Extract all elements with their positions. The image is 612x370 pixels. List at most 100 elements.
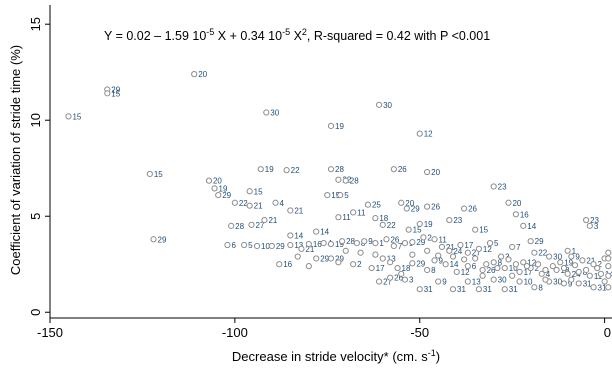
point-label: 8: [498, 258, 503, 267]
point-label: 12: [461, 268, 470, 277]
data-point: [401, 240, 409, 247]
data-point: [224, 241, 231, 249]
point-label: 2: [535, 264, 540, 273]
data-point: [261, 216, 268, 224]
data-point: [368, 264, 375, 272]
point-label: 19: [265, 165, 274, 174]
data-point: [512, 261, 519, 268]
point-label: 18: [402, 264, 411, 273]
point-label: 8: [538, 283, 543, 292]
data-point: [501, 264, 508, 272]
data-point: [420, 234, 427, 241]
point-label: 27: [256, 221, 265, 230]
y-tick-label: 15: [28, 17, 43, 31]
data-point: [375, 101, 383, 108]
point-label: 10: [261, 242, 270, 251]
point-label: 1: [572, 247, 577, 256]
y-tick-label: 5: [28, 213, 43, 220]
point-label: 26: [487, 266, 496, 275]
point-label: 16: [283, 260, 292, 269]
point-label: 9: [439, 256, 444, 265]
data-point: [338, 238, 346, 245]
data-point: [372, 240, 379, 247]
data-point: [531, 249, 538, 256]
point-label: 22: [538, 249, 547, 258]
point-label: 31: [457, 285, 466, 294]
data-point: [590, 261, 597, 268]
data-point: [104, 90, 111, 97]
data-point: [605, 272, 612, 279]
point-label: 29: [535, 237, 544, 246]
data-point: [516, 268, 523, 276]
point-label: 29: [158, 235, 167, 244]
point-label: 23: [590, 216, 599, 225]
data-point: [464, 263, 471, 270]
point-label: 20: [198, 70, 207, 79]
regression-equation: Y = 0.02 – 1.59 10-5 X + 0.34 10-5 X2, R…: [104, 27, 490, 43]
point-label: 27: [472, 249, 481, 258]
point-label: 28: [346, 237, 355, 246]
data-point: [283, 167, 290, 174]
point-label: 13: [387, 254, 396, 263]
point-label: 31: [598, 283, 607, 292]
data-point: [435, 278, 442, 285]
point-label: 14: [527, 222, 536, 231]
point-label: 11: [594, 272, 603, 281]
data-point: [398, 199, 405, 206]
data-point: [305, 240, 312, 248]
data-point: [364, 201, 372, 208]
data-point: [505, 256, 512, 263]
x-tick-label: -50: [410, 325, 429, 340]
data-point: [246, 202, 253, 209]
point-label: 18: [379, 214, 388, 223]
data-point: [575, 268, 582, 276]
point-label: 15: [413, 226, 422, 235]
data-point: [583, 216, 590, 224]
data-point: [446, 216, 453, 224]
data-point: [387, 259, 394, 266]
point-label: 26: [390, 235, 399, 244]
point-label: 31: [509, 285, 518, 294]
point-label: 21: [586, 256, 595, 265]
data-point: [379, 255, 386, 262]
data-point: [479, 272, 486, 279]
point-label: 30: [553, 253, 562, 262]
data-point: [398, 270, 405, 277]
point-label: 23: [498, 182, 507, 191]
point-label: 4: [546, 270, 551, 279]
data-point: [542, 266, 549, 274]
data-point: [394, 264, 401, 272]
point-label: 22: [387, 221, 396, 230]
data-point: [424, 266, 431, 274]
data-point: [571, 262, 579, 269]
point-label: 19: [335, 240, 344, 249]
point-label: 11: [357, 208, 366, 217]
data-point: [361, 238, 368, 245]
data-point: [586, 272, 593, 279]
data-point: [494, 264, 501, 272]
data-point: [472, 226, 479, 233]
data-point: [509, 243, 516, 251]
data-point: [590, 284, 597, 291]
point-label: 29: [411, 205, 420, 214]
point-label: 29: [416, 259, 425, 268]
data-point: [357, 249, 364, 256]
point-label: 21: [446, 243, 455, 252]
point-label: 29: [320, 254, 329, 263]
point-label: 15: [254, 187, 263, 196]
point-label: 10: [524, 278, 533, 287]
data-point: [568, 253, 575, 260]
data-point: [490, 183, 497, 190]
data-point: [527, 238, 534, 245]
data-point: [390, 242, 397, 250]
point-label: 12: [424, 130, 433, 139]
point-label: 1: [379, 239, 384, 248]
data-point: [586, 222, 593, 229]
point-label: 17: [376, 264, 385, 273]
data-point: [405, 226, 412, 233]
data-point: [461, 205, 468, 212]
data-point: [253, 242, 261, 250]
point-label: 30: [270, 109, 279, 118]
point-label: 30: [553, 278, 562, 287]
point-label: 13: [294, 241, 303, 250]
